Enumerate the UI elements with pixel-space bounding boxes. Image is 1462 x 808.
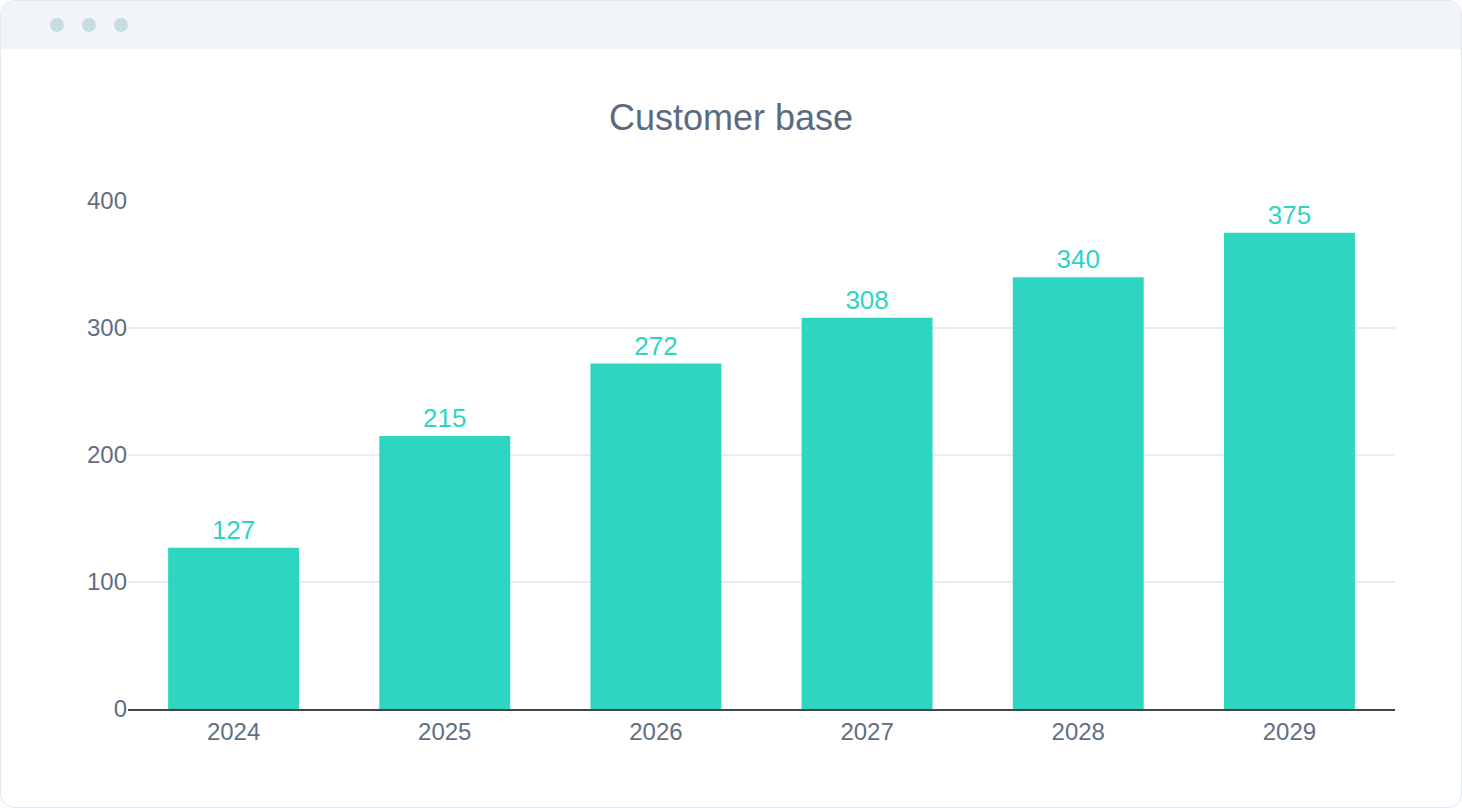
svg-text:300: 300 — [87, 314, 127, 341]
svg-text:2024: 2024 — [207, 718, 260, 745]
svg-text:2028: 2028 — [1052, 718, 1105, 745]
svg-text:100: 100 — [87, 568, 127, 595]
svg-text:308: 308 — [845, 285, 888, 315]
svg-text:127: 127 — [212, 515, 255, 545]
svg-text:0: 0 — [114, 695, 127, 722]
svg-text:2026: 2026 — [629, 718, 682, 745]
svg-text:400: 400 — [87, 187, 127, 214]
svg-text:200: 200 — [87, 441, 127, 468]
svg-text:2029: 2029 — [1263, 718, 1316, 745]
svg-text:215: 215 — [423, 403, 466, 433]
svg-text:2025: 2025 — [418, 718, 471, 745]
svg-text:272: 272 — [634, 331, 677, 361]
svg-text:340: 340 — [1057, 244, 1100, 274]
svg-text:2027: 2027 — [840, 718, 893, 745]
svg-text:Customer base: Customer base — [609, 97, 853, 138]
svg-text:375: 375 — [1268, 200, 1311, 230]
